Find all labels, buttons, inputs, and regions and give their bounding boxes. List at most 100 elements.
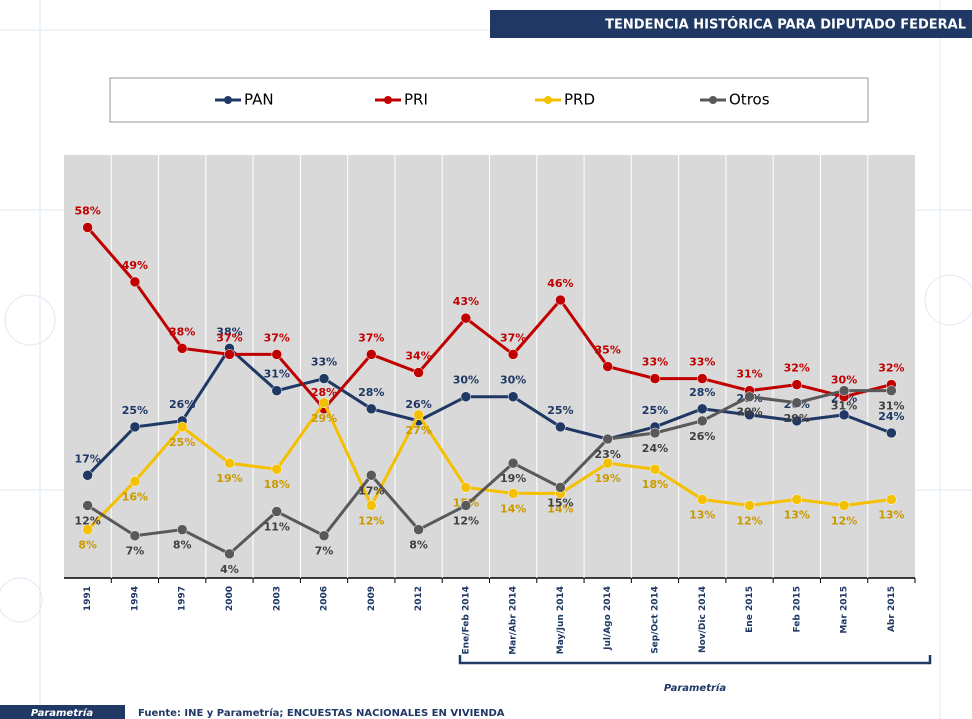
data-label: 12% [74, 514, 100, 527]
data-label: 26% [405, 398, 431, 411]
data-label: 15% [547, 496, 573, 509]
marker [319, 398, 329, 408]
marker [414, 368, 424, 378]
marker [177, 422, 187, 432]
marker [886, 428, 896, 438]
marker [366, 470, 376, 480]
x-tick-label: 2003 [272, 586, 282, 611]
data-label: 29% [784, 412, 810, 425]
data-label: 34% [405, 350, 431, 363]
x-tick-label: 1997 [178, 586, 188, 611]
marker [83, 470, 93, 480]
x-tick-label: Jul/Ago 2014 [603, 586, 613, 651]
data-label: 19% [595, 472, 621, 485]
data-label: 33% [689, 356, 715, 369]
data-label: 18% [264, 478, 290, 491]
data-label: 38% [169, 325, 195, 338]
data-label: 25% [122, 404, 148, 417]
x-tick-label: Ene 2015 [745, 586, 755, 633]
marker [555, 295, 565, 305]
data-label: 7% [126, 545, 145, 558]
x-tick-label: May/Jun 2014 [556, 586, 566, 654]
x-tick-label: 2006 [320, 586, 330, 611]
data-label: 37% [358, 331, 384, 344]
x-tick-label: Mar 2015 [840, 586, 850, 634]
marker [508, 458, 518, 468]
marker [272, 507, 282, 517]
x-tick-label: Nov/Dic 2014 [698, 586, 708, 653]
source: Fuente: INE y Parametría; ENCUESTAS NACI… [138, 707, 505, 719]
data-label: 8% [78, 539, 97, 552]
x-tick-label: Mar/Abr 2014 [509, 586, 519, 655]
data-label: 12% [453, 514, 479, 527]
marker [83, 223, 93, 233]
data-label: 31% [736, 368, 762, 381]
marker [650, 428, 660, 438]
bracket-label: Parametría [664, 682, 726, 694]
marker [224, 458, 234, 468]
x-tick-label: 2000 [225, 586, 235, 611]
x-tick-label: 1994 [130, 586, 140, 611]
marker [508, 488, 518, 498]
data-label: 18% [642, 478, 668, 491]
data-label: 24% [642, 442, 668, 455]
marker [697, 404, 707, 414]
data-label: 31% [264, 368, 290, 381]
data-label: 46% [547, 277, 573, 290]
data-label: 37% [500, 331, 526, 344]
data-label: 30% [831, 374, 857, 387]
marker [461, 500, 471, 510]
data-label: 25% [547, 404, 573, 417]
data-label: 28% [358, 386, 384, 399]
x-tick-label: Sep/Oct 2014 [650, 586, 660, 654]
data-label: 16% [122, 490, 148, 503]
data-label: 30% [736, 406, 762, 419]
x-tick-label: Ene/Feb 2014 [461, 586, 471, 654]
data-label: 29% [311, 412, 337, 425]
x-tick-label: Feb 2015 [792, 586, 802, 633]
chart: TENDENCIA HISTÓRICA PARA DIPUTADO FEDERA… [0, 0, 972, 719]
marker [508, 392, 518, 402]
marker [366, 404, 376, 414]
marker [697, 494, 707, 504]
data-label: 8% [409, 539, 428, 552]
marker [83, 500, 93, 510]
marker [792, 380, 802, 390]
marker [839, 386, 849, 396]
marker [461, 392, 471, 402]
marker [130, 277, 140, 287]
data-label: 28% [689, 386, 715, 399]
chart-title: TENDENCIA HISTÓRICA PARA DIPUTADO FEDERA… [605, 17, 966, 33]
x-tick-label: 2012 [414, 586, 424, 611]
data-label: 12% [831, 514, 857, 527]
marker [603, 362, 613, 372]
data-label: 8% [173, 539, 192, 552]
data-label: 25% [169, 436, 195, 449]
x-tick-label: 2009 [367, 586, 377, 611]
marker [177, 343, 187, 353]
marker [461, 313, 471, 323]
marker [177, 525, 187, 535]
data-label: 14% [500, 502, 526, 515]
data-label: 31% [878, 400, 904, 413]
bracket [460, 655, 930, 663]
marker [272, 464, 282, 474]
marker [555, 422, 565, 432]
data-label: 33% [311, 356, 337, 369]
legend-label: PAN [244, 91, 274, 109]
data-label: 26% [169, 398, 195, 411]
legend-marker [384, 96, 392, 104]
marker [697, 374, 707, 384]
legend-marker [224, 96, 232, 104]
data-label: 37% [216, 331, 242, 344]
marker [745, 392, 755, 402]
data-label: 7% [315, 545, 334, 558]
data-label: 33% [642, 356, 668, 369]
marker [886, 494, 896, 504]
data-label: 12% [736, 514, 762, 527]
data-label: 31% [831, 400, 857, 413]
data-label: 32% [878, 362, 904, 375]
legend-label: PRD [564, 91, 595, 109]
marker [130, 531, 140, 541]
marker [745, 500, 755, 510]
